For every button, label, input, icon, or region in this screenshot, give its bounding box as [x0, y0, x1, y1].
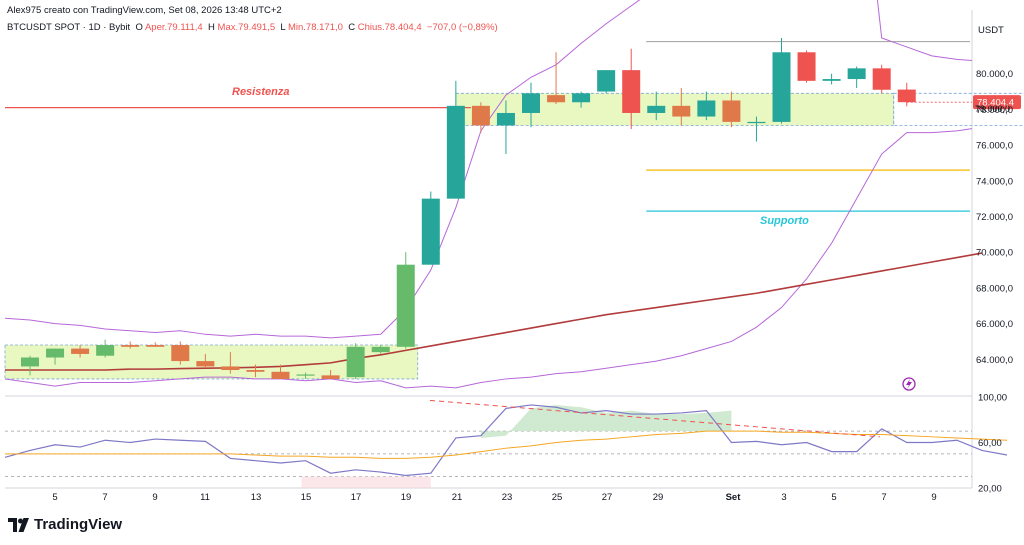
price-in-box-label: 78.000,0 [975, 104, 1010, 114]
candle-body-20 [522, 93, 540, 113]
candle-body-30 [772, 52, 791, 122]
time-tick-10: 25 [552, 492, 563, 503]
price-tick-0: 80.000,0 [976, 69, 1013, 80]
candle-body-21 [547, 95, 566, 103]
candle-body-31 [797, 52, 816, 81]
price-tick-3: 74.000,0 [976, 176, 1013, 187]
candle-body-23 [597, 70, 616, 92]
bollinger-upper [5, 0, 972, 339]
time-tick-14: 3 [781, 492, 786, 503]
time-tick-0: 5 [52, 492, 57, 503]
candle-body-32 [822, 79, 841, 81]
candle-body-34 [872, 68, 891, 90]
rsi-tick-0: 100,00 [978, 393, 1007, 404]
price-tick-6: 68.000,0 [976, 283, 1013, 294]
tradingview-brand: TradingView [34, 516, 123, 533]
last-price-badge [973, 95, 1021, 110]
candle-body-7 [196, 361, 215, 367]
change-value: −707,0 (−0,89%) [426, 22, 498, 33]
candle-body-5 [146, 345, 165, 347]
time-tick-15: 5 [831, 492, 836, 503]
bollinger-lower [5, 128, 972, 389]
time-tick-7: 19 [401, 492, 412, 503]
rsi-oversold-fill [301, 476, 431, 488]
time-tick-2: 9 [152, 492, 157, 503]
open-label: O [135, 22, 143, 33]
price-tick-5: 70.000,0 [976, 248, 1013, 259]
candle-body-17 [446, 105, 465, 199]
candle-body-16 [421, 198, 440, 265]
candle-body-18 [471, 105, 490, 126]
candle-body-10 [271, 371, 290, 379]
tradingview-logo[interactable]: TradingView [8, 516, 122, 533]
candle-body-3 [96, 345, 115, 356]
candle-body-14 [371, 346, 390, 353]
time-tick-5: 15 [301, 492, 312, 503]
high-value: Max.79.491,5 [217, 22, 276, 33]
candle-body-11 [296, 374, 315, 376]
candle-body-0 [21, 357, 39, 367]
price-tick-8: 64.000,0 [976, 355, 1013, 366]
candle-body-33 [847, 68, 866, 80]
candle-body-13 [346, 346, 365, 378]
resistance-label: Resistenza [232, 86, 289, 98]
price-tick-1: 78.000,0 [976, 105, 1013, 116]
time-tick-3: 11 [200, 492, 210, 503]
time-tick-17: 9 [931, 492, 936, 503]
rsi-overbought-fill [480, 404, 732, 438]
open-value: Aper.79.111,4 [144, 22, 203, 33]
last-price-label: 78.404,4 [977, 98, 1014, 109]
candle-body-19 [496, 112, 515, 126]
time-tick-4: 13 [251, 492, 262, 503]
ohlc-legend: BTCUSDT SPOT · 1D · Bybit O Aper.79.111,… [7, 22, 498, 33]
candle-body-26 [672, 105, 691, 117]
candle-body-15 [396, 264, 415, 347]
candle-body-27 [697, 100, 716, 117]
symbol-line: BTCUSDT SPOT · 1D · Bybit [7, 22, 131, 33]
candle-body-22 [572, 93, 591, 103]
candle-body-6 [171, 345, 190, 362]
candle-body-4 [121, 345, 140, 347]
low-label: L [280, 22, 286, 33]
low-value: Min.78.171,0 [287, 22, 343, 33]
moving-average [4, 252, 983, 371]
candle-body-29 [747, 121, 766, 124]
time-tick-8: 21 [452, 492, 463, 503]
price-tick-4: 72.000,0 [976, 212, 1013, 223]
rsi-ma-line [5, 430, 1008, 459]
rsi-tick-1: 60,00 [978, 438, 1002, 449]
price-tick-2: 76.000,0 [976, 141, 1013, 152]
close-value: Chius.78.404,4 [357, 22, 422, 33]
close-label: C [348, 22, 356, 33]
rsi-divergence-line [429, 399, 881, 438]
time-tick-13: Set [726, 492, 742, 503]
time-tick-6: 17 [351, 492, 362, 503]
rsi-tick-2: 20,00 [978, 484, 1002, 495]
candle-body-25 [647, 105, 666, 113]
time-tick-9: 23 [502, 492, 513, 503]
alert-icon [902, 377, 916, 391]
rsi-line [4, 404, 1008, 477]
support-label: Supporto [760, 215, 809, 227]
candle-body-2 [71, 348, 90, 354]
tradingview-logo-icon [8, 517, 29, 532]
time-tick-11: 27 [602, 492, 613, 503]
candle-body-24 [622, 70, 641, 113]
candle-body-12 [321, 375, 340, 379]
currency-label: USDT [978, 25, 1004, 36]
candle-body-8 [221, 366, 240, 371]
candle-body-35 [897, 89, 916, 103]
candle-body-28 [722, 100, 741, 122]
candle-body-9 [246, 370, 265, 372]
alert-icon-bolt [906, 379, 912, 389]
author-line: Alex975 creato con TradingView.com, Set … [7, 5, 282, 16]
candle-body-1 [46, 348, 65, 358]
time-tick-1: 7 [102, 492, 107, 503]
time-tick-16: 7 [881, 492, 886, 503]
high-label: H [208, 22, 215, 33]
price-tick-7: 66.000,0 [976, 319, 1013, 330]
time-tick-12: 29 [653, 492, 664, 503]
